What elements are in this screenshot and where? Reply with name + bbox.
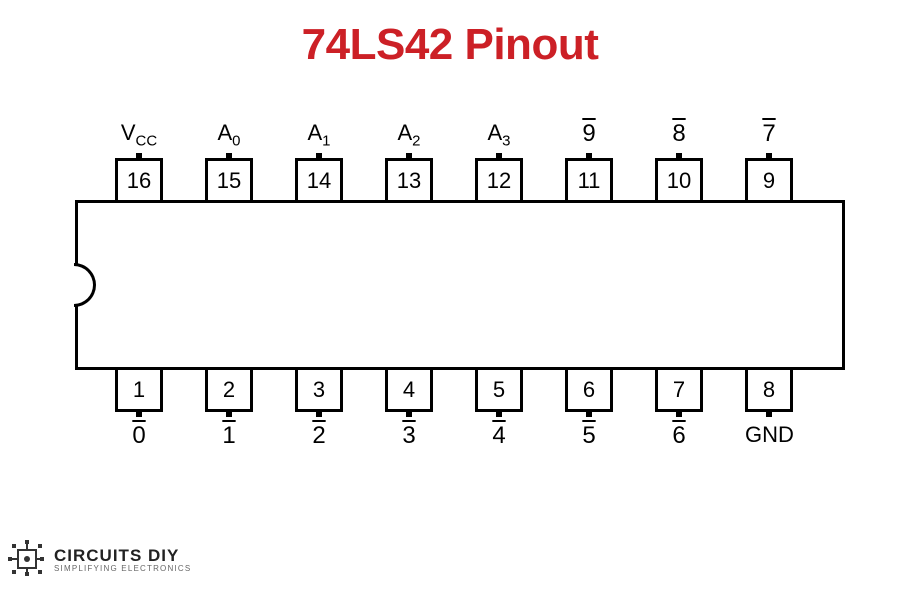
- pin-2: 2: [205, 370, 253, 412]
- pin-tick: [136, 153, 142, 158]
- pin-11: 11: [565, 158, 613, 200]
- pin-tick: [406, 153, 412, 158]
- logo-line1: CIRCUITS DIY: [54, 546, 191, 566]
- page-title: 74LS42 Pinout: [0, 20, 900, 70]
- pin-3: 3: [295, 370, 343, 412]
- logo-text: CIRCUITS DIY SIMPLIFYING ELECTRONICS: [54, 546, 191, 573]
- chip-body: [75, 200, 845, 370]
- pin-5: 5: [475, 370, 523, 412]
- pin-label-12: A3: [475, 120, 523, 149]
- pin-label-1: 0: [115, 422, 163, 450]
- pin-label-9: 7: [745, 120, 793, 148]
- pin-tick: [676, 412, 682, 417]
- pin-tick: [226, 153, 232, 158]
- pin-tick: [766, 153, 772, 158]
- pin-label-13: A2: [385, 120, 433, 149]
- pin-tick: [586, 412, 592, 417]
- pin-label-5: 4: [475, 422, 523, 450]
- pin-tick: [316, 412, 322, 417]
- pin-13: 13: [385, 158, 433, 200]
- pin-label-3: 2: [295, 422, 343, 450]
- pin-12: 12: [475, 158, 523, 200]
- pin-label-10: 8: [655, 120, 703, 148]
- pin-1: 1: [115, 370, 163, 412]
- logo-line2: SIMPLIFYING ELECTRONICS: [54, 564, 191, 573]
- pin-tick: [226, 412, 232, 417]
- pin-tick: [136, 412, 142, 417]
- pin-8: 8: [745, 370, 793, 412]
- pin-tick: [406, 412, 412, 417]
- pin-tick: [496, 412, 502, 417]
- pin-14: 14: [295, 158, 343, 200]
- pin-label-6: 5: [565, 422, 613, 450]
- pin-tick: [316, 153, 322, 158]
- pin-tick: [676, 153, 682, 158]
- pin-9: 9: [745, 158, 793, 200]
- pin-7: 7: [655, 370, 703, 412]
- pin-10: 10: [655, 158, 703, 200]
- pin-label-2: 1: [205, 422, 253, 450]
- pin-label-14: A1: [295, 120, 343, 149]
- pin-label-4: 3: [385, 422, 433, 450]
- pin-tick: [766, 412, 772, 417]
- pin-label-16: VCC: [115, 120, 163, 149]
- pin-label-8: GND: [745, 422, 793, 448]
- ic-chip-diagram: 16VCC15A014A113A212A31191089710213243546…: [75, 200, 845, 370]
- pin-tick: [586, 153, 592, 158]
- pin-label-15: A0: [205, 120, 253, 149]
- pin-16: 16: [115, 158, 163, 200]
- pin-15: 15: [205, 158, 253, 200]
- pin-4: 4: [385, 370, 433, 412]
- pin-tick: [496, 153, 502, 158]
- pin-label-7: 6: [655, 422, 703, 450]
- pin-label-11: 9: [565, 120, 613, 148]
- brand-logo: CIRCUITS DIY SIMPLIFYING ELECTRONICS: [6, 538, 191, 580]
- logo-icon: [6, 538, 48, 580]
- pin-6: 6: [565, 370, 613, 412]
